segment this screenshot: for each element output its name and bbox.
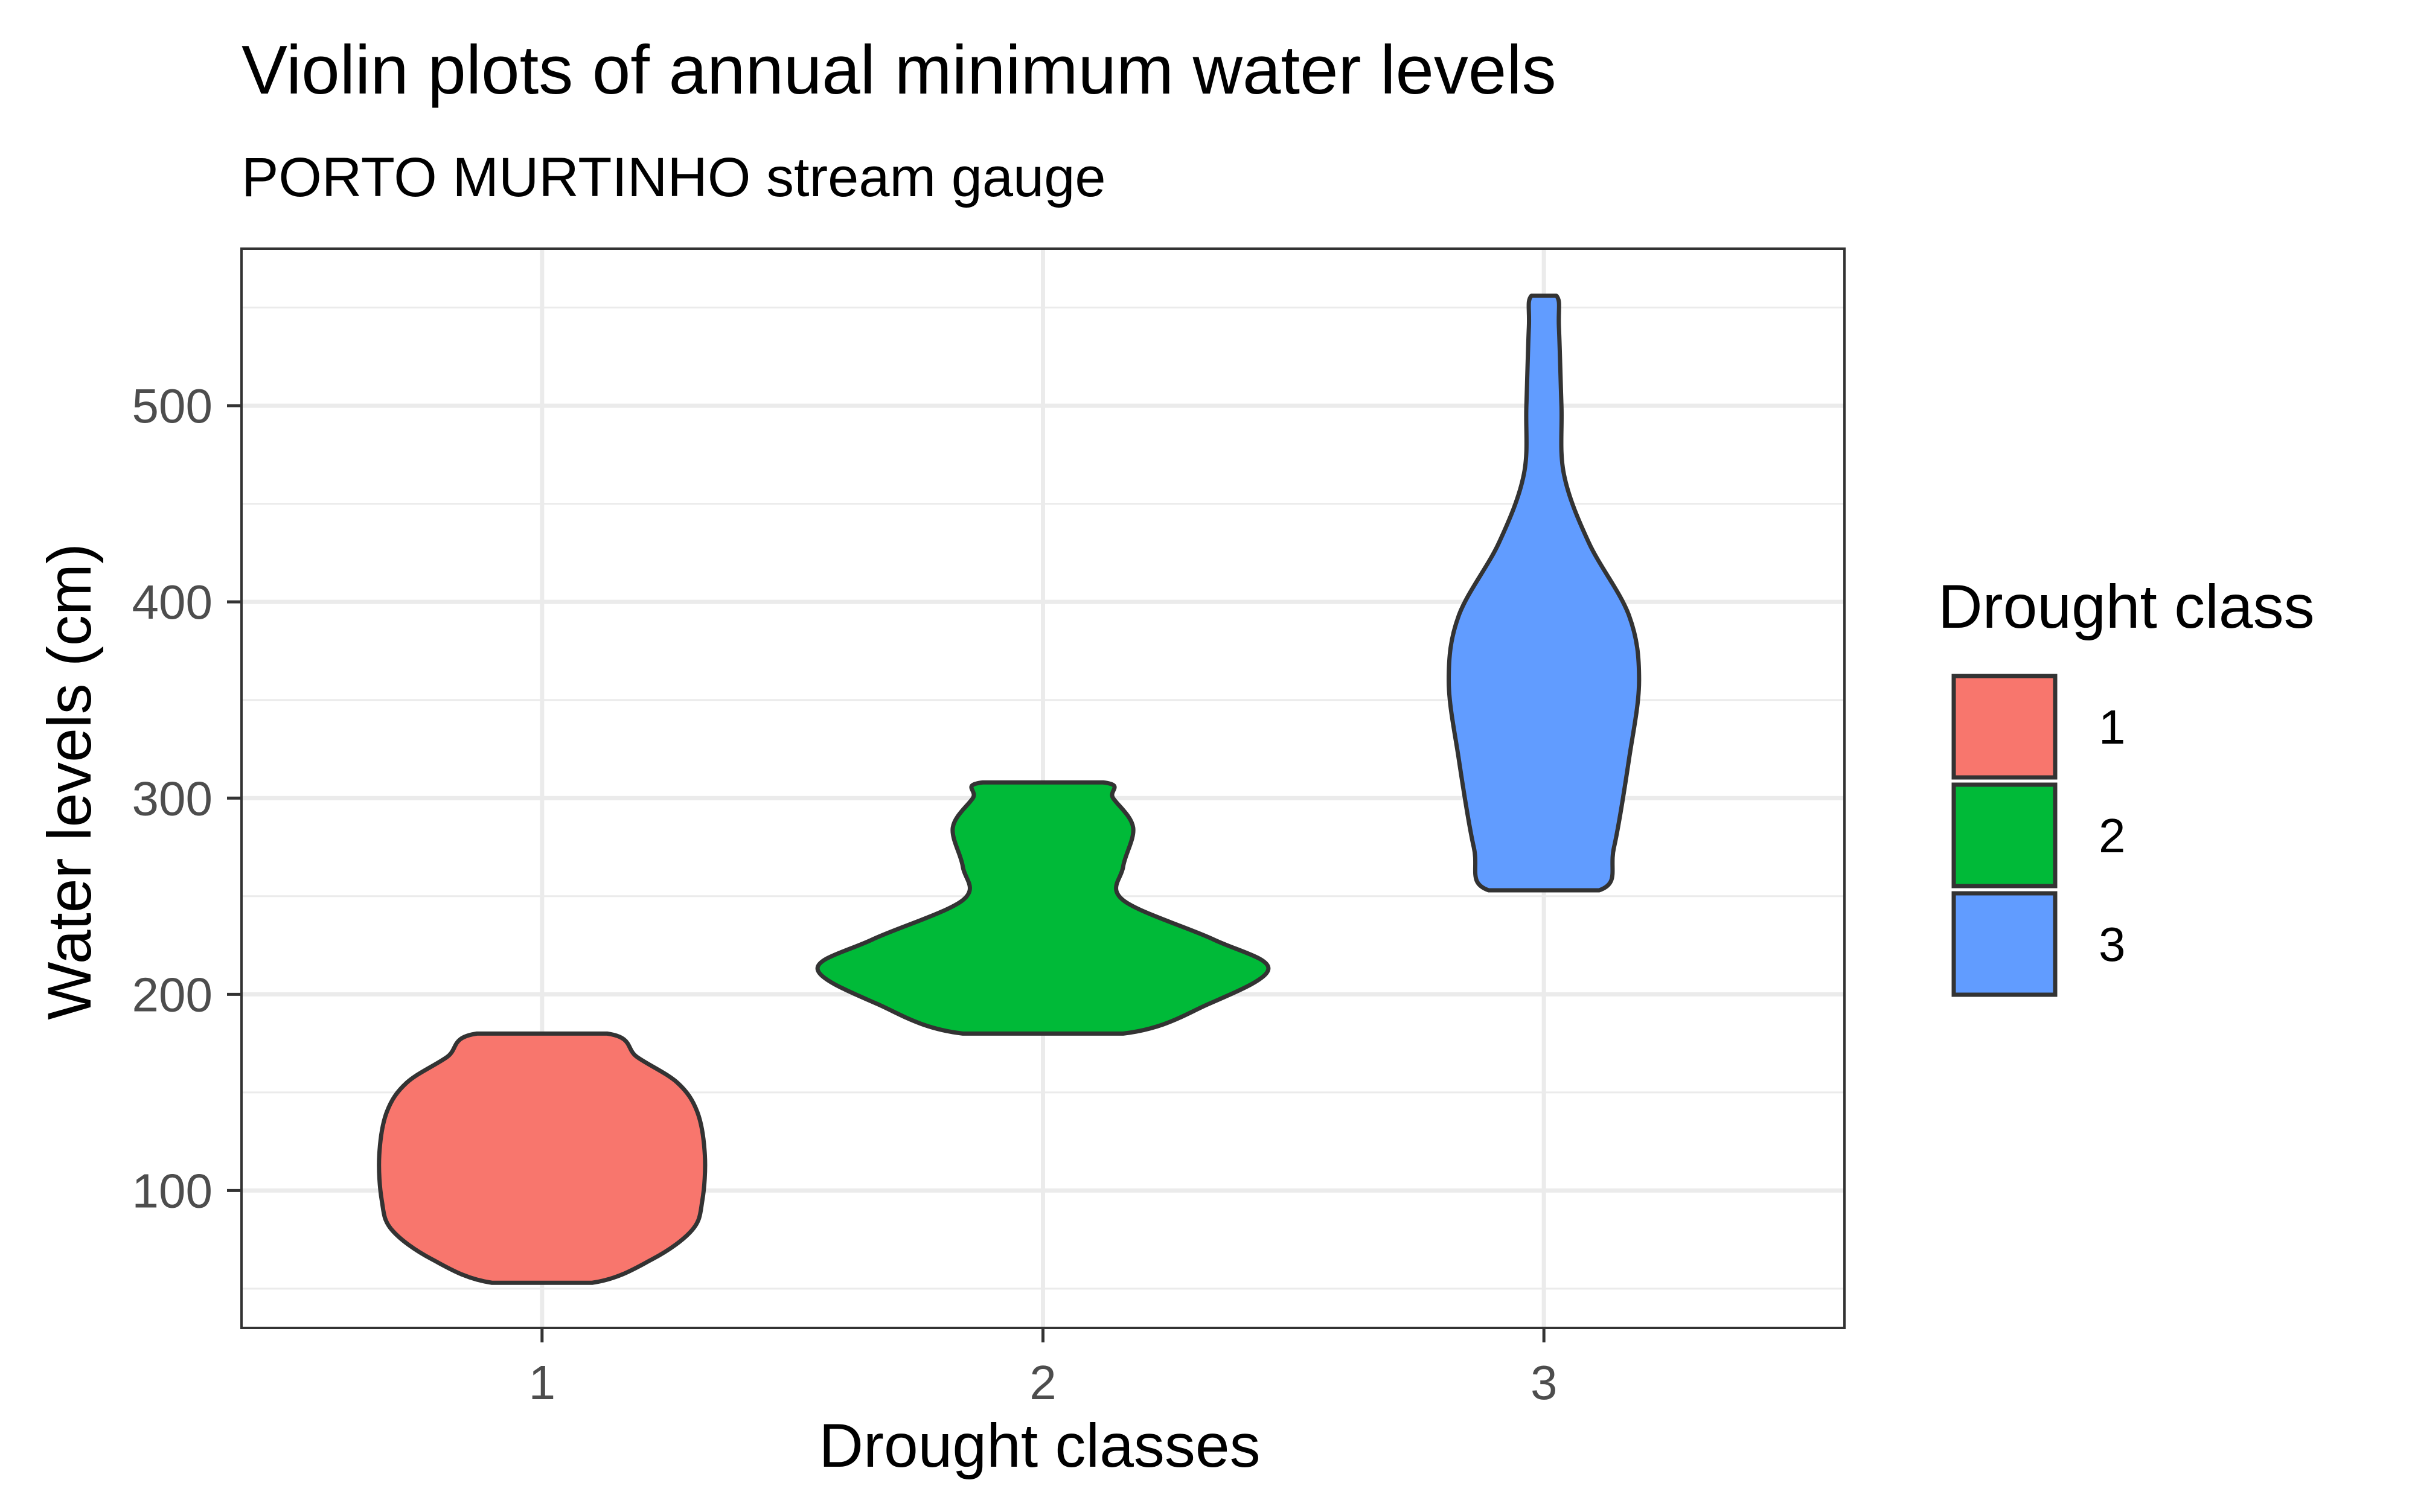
legend-label: 2 [2099,809,2126,863]
x-axis: 1 2 3 [529,1328,1558,1409]
y-tick-label: 100 [132,1164,213,1217]
x-tick-label: 1 [529,1356,556,1409]
y-tick-label: 300 [132,771,213,825]
x-tick-label: 2 [1029,1356,1057,1409]
legend-key-1 [1951,674,2058,780]
x-axis-title: Drought classes [819,1411,1260,1480]
legend-key-3 [1951,891,2058,997]
y-axis-title: Water levels (cm) [35,543,104,1020]
violin-2 [815,780,1271,1036]
legend: 1 2 3 [1951,674,2126,997]
legend-key-2 [1951,782,2058,888]
legend-title: Drought class [1938,572,2315,641]
violin-1 [377,1031,708,1285]
violin-3 [1447,293,1642,893]
legend-label: 3 [2099,917,2126,971]
violins [377,293,1642,1285]
legend-label: 1 [2099,700,2126,754]
y-tick-label: 500 [132,379,213,433]
x-tick-label: 3 [1531,1356,1558,1409]
y-tick-label: 200 [132,968,213,1021]
y-axis: 100 200 300 400 500 [132,379,242,1217]
chart-title: Violin plots of annual minimum water lev… [242,32,1556,109]
chart-subtitle: PORTO MURTINHO stream gauge [242,147,1106,208]
y-tick-label: 400 [132,575,213,629]
